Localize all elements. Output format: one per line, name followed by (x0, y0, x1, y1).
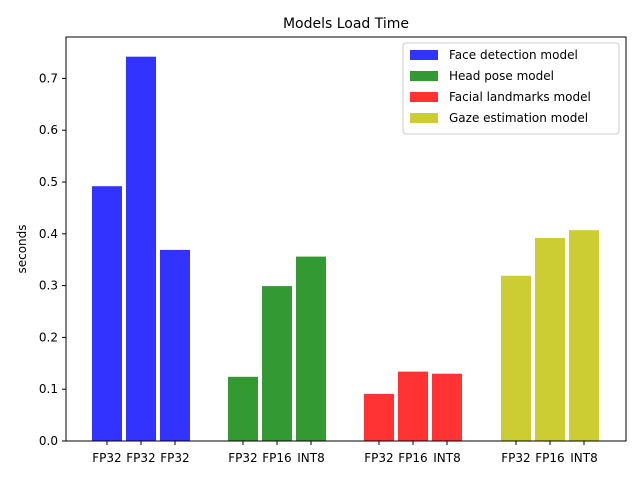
legend-label: Head pose model (449, 69, 554, 83)
x-tick-label: FP32 (364, 451, 393, 465)
bars-layer (92, 56, 599, 441)
legend: Face detection model Head pose model Facia… (402, 42, 620, 135)
x-tick-label: INT8 (297, 451, 324, 465)
bar (92, 186, 122, 441)
bar (160, 249, 190, 441)
bar (364, 393, 394, 441)
x-tick-label: FP32 (126, 451, 155, 465)
bar (126, 56, 156, 441)
chart-title: Models Load Time (283, 16, 409, 32)
x-tick-label: FP16 (262, 451, 291, 465)
y-tick-label: 0.1 (39, 382, 58, 396)
legend-swatch (410, 71, 438, 81)
bar (432, 373, 462, 441)
bar (501, 275, 531, 441)
legend-swatch (410, 92, 438, 102)
y-tick-label: 0.5 (39, 175, 58, 189)
x-ticks-layer: FP32 FP32 FP32 FP32 FP16 INT8 FP32 FP16 INT8 FP32… (92, 441, 598, 465)
x-tick-label: FP32 (160, 451, 189, 465)
legend-label: Face detection model (449, 48, 578, 62)
x-tick-label: FP32 (501, 451, 530, 465)
bar (398, 371, 428, 441)
legend-swatch (410, 50, 438, 60)
bar (262, 286, 292, 441)
y-tick-label: 0.4 (39, 227, 58, 241)
legend-label: Facial landmarks model (449, 90, 591, 104)
y-tick-label: 0.3 (39, 279, 58, 293)
x-tick-label: FP32 (92, 451, 121, 465)
plot-frame (65, 36, 627, 442)
x-tick-label: FP16 (398, 451, 427, 465)
x-tick-label: INT8 (570, 451, 597, 465)
y-axis-label: seconds (15, 224, 29, 273)
x-tick-label: INT8 (433, 451, 460, 465)
y-ticks-layer: 0.0 0.1 0.2 0.3 0.4 0.5 0.6 0.7 (39, 71, 66, 448)
x-tick-label: FP16 (535, 451, 564, 465)
bar (569, 230, 599, 441)
legend-box (402, 42, 620, 135)
y-tick-label: 0.2 (39, 330, 58, 344)
x-tick-label: FP32 (228, 451, 257, 465)
bar (296, 256, 326, 441)
legend-swatch (410, 113, 438, 123)
legend-label: Gaze estimation model (449, 111, 588, 125)
y-tick-label: 0.6 (39, 123, 58, 137)
bar (228, 376, 258, 441)
y-tick-label: 0.7 (39, 71, 58, 85)
y-tick-label: 0.0 (39, 434, 58, 448)
bar (535, 238, 565, 441)
